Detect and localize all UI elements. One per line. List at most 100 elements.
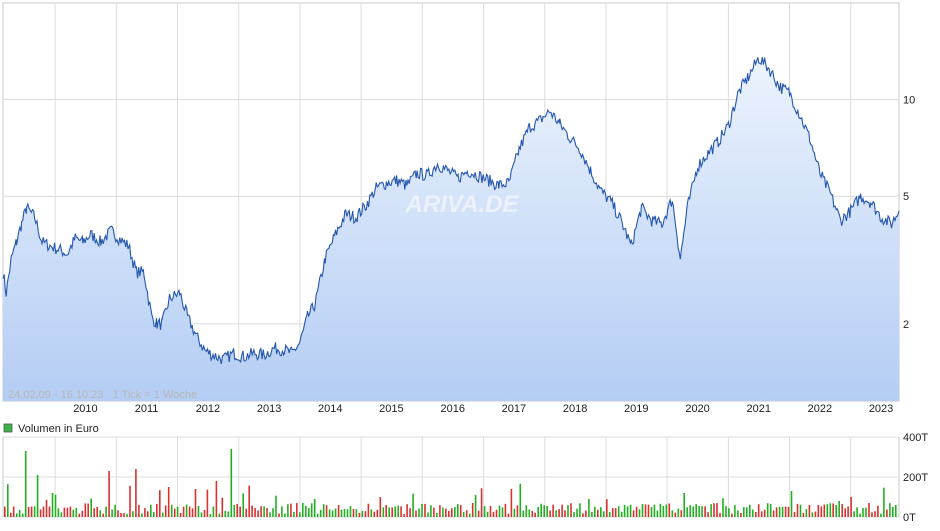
volume-bar (713, 503, 715, 517)
volume-bar (656, 510, 659, 517)
period-note: 24.02.09 - 16.10.23 1 Tick = 1 Woche (8, 389, 197, 401)
volume-y-tick-0: 0T (903, 512, 916, 524)
volume-bar (352, 508, 355, 517)
volume-bar (272, 508, 274, 517)
volume-bar (781, 506, 784, 517)
volume-bar (433, 507, 435, 517)
volume-bar (239, 506, 241, 517)
volume-bar (641, 504, 644, 517)
volume-bar (328, 509, 331, 517)
volume-y-tick-400: 400T (903, 432, 928, 444)
volume-bar (12, 506, 15, 517)
volume-legend-swatch (3, 423, 13, 433)
volume-bar (611, 508, 614, 517)
volume-bar (90, 498, 92, 517)
volume-bar (114, 504, 116, 517)
volume-bar (591, 512, 593, 517)
volume-bar (325, 505, 328, 517)
volume-bar (364, 511, 367, 517)
watermark-text: ARIVA.DE (405, 191, 520, 218)
volume-bar (462, 512, 465, 517)
volume-bar (674, 512, 677, 517)
volume-bar (278, 513, 280, 517)
volume-bar (793, 512, 796, 517)
volume-bar (483, 506, 486, 517)
volume-bar (680, 510, 683, 517)
x-tick-2022: 2022 (808, 403, 832, 415)
volume-bar (439, 505, 441, 517)
x-tick-2018: 2018 (563, 403, 587, 415)
volume-bar (695, 504, 697, 517)
volume-bar (406, 504, 408, 517)
volume-bar (808, 505, 811, 517)
volume-bar (880, 513, 882, 517)
volume-bar (27, 507, 30, 517)
volume-bar (737, 510, 739, 517)
volume-bar (722, 498, 724, 517)
volume-bar (775, 507, 778, 517)
volume-bar (96, 506, 98, 517)
volume-bar (200, 512, 203, 517)
volume-bar (457, 504, 459, 517)
volume-bar (844, 508, 846, 517)
volume-bar (608, 512, 611, 517)
volume-bar (111, 509, 113, 517)
volume-bar (448, 510, 450, 517)
volume-bar (832, 503, 834, 517)
volume-bar (275, 495, 277, 517)
volume-bar (206, 489, 209, 517)
volume-bar (182, 506, 185, 517)
volume-bar (549, 510, 551, 517)
volume-bar (632, 510, 635, 517)
volume-bar (871, 512, 873, 517)
volume-bar (179, 512, 182, 517)
volume-bar (87, 503, 89, 517)
volume-bar (257, 510, 259, 517)
volume-bar (802, 512, 805, 517)
volume-bar (161, 512, 164, 517)
volume-bar (877, 505, 879, 517)
volume-bar (308, 508, 310, 517)
volume-bar (614, 508, 617, 517)
volume-bar (316, 513, 319, 517)
volume-bar (740, 513, 742, 517)
price-area-fill (3, 57, 899, 401)
volume-bar (743, 507, 745, 517)
volume-bar (4, 506, 6, 517)
volume-bar (796, 503, 799, 517)
volume-bar (772, 510, 775, 517)
volume-bar (367, 503, 370, 517)
volume-bar (606, 499, 608, 517)
volume-bar (859, 513, 861, 517)
volume-bar (677, 508, 680, 517)
volume-bar (734, 505, 736, 517)
volume-y-tick-200: 200T (903, 472, 928, 484)
y-tick-5: 5 (903, 191, 909, 203)
volume-bar (495, 509, 498, 517)
volume-bar (153, 512, 155, 517)
volume-bar (349, 506, 352, 517)
volume-bar (763, 509, 766, 517)
volume-bar (567, 505, 569, 517)
volume-bar (704, 506, 706, 517)
volume-bars (4, 449, 897, 517)
volume-bar (215, 481, 218, 517)
volume-bar (287, 504, 289, 517)
volume-y-tick-labels: 400T 200T 0T (903, 432, 928, 524)
volume-bar (459, 504, 462, 517)
volume-bar (418, 508, 420, 517)
volume-bar (799, 504, 802, 517)
volume-bar (39, 509, 42, 517)
volume-bar (132, 511, 134, 517)
volume-bar (63, 507, 66, 517)
x-tick-2011: 2011 (135, 403, 159, 415)
volume-bar (638, 509, 641, 517)
volume-bar (78, 513, 81, 517)
volume-bar (144, 508, 146, 517)
volume-bar (409, 508, 411, 517)
volume-bar (671, 510, 674, 517)
volume-bar (269, 512, 271, 517)
volume-bar (755, 512, 757, 517)
volume-bar (305, 505, 307, 517)
